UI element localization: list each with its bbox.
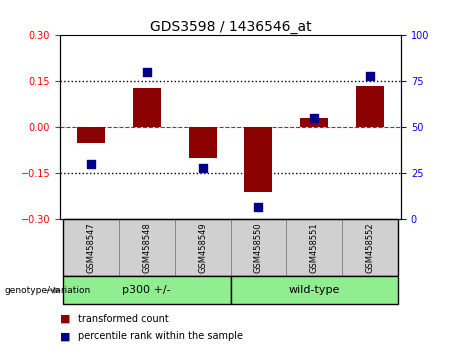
Point — [366, 73, 374, 79]
Bar — [118, 219, 175, 276]
Text: GSM458551: GSM458551 — [310, 222, 319, 273]
Bar — [77, 127, 105, 143]
Text: GSM458547: GSM458547 — [86, 222, 95, 273]
Text: GSM458548: GSM458548 — [142, 222, 151, 273]
Bar — [301, 118, 328, 127]
Point — [311, 115, 318, 121]
Text: ■: ■ — [60, 314, 74, 324]
Point — [143, 69, 150, 75]
Text: percentile rank within the sample: percentile rank within the sample — [78, 331, 243, 341]
Bar — [286, 219, 343, 276]
Bar — [63, 219, 118, 276]
Bar — [63, 276, 230, 304]
Bar — [356, 86, 384, 127]
Text: genotype/variation: genotype/variation — [5, 286, 91, 295]
Bar — [230, 276, 398, 304]
Point — [255, 204, 262, 210]
Text: GSM458550: GSM458550 — [254, 222, 263, 273]
Bar — [189, 127, 217, 158]
Point — [87, 161, 95, 167]
Text: GSM458549: GSM458549 — [198, 222, 207, 273]
Title: GDS3598 / 1436546_at: GDS3598 / 1436546_at — [150, 21, 311, 34]
Bar — [133, 87, 160, 127]
Text: transformed count: transformed count — [78, 314, 169, 324]
Text: ■: ■ — [60, 331, 74, 341]
Bar — [175, 219, 230, 276]
Text: p300 +/-: p300 +/- — [122, 285, 171, 295]
Bar — [230, 219, 286, 276]
Point — [199, 165, 206, 171]
Text: GSM458552: GSM458552 — [366, 222, 375, 273]
Bar — [343, 219, 398, 276]
Bar — [244, 127, 272, 192]
Text: wild-type: wild-type — [289, 285, 340, 295]
